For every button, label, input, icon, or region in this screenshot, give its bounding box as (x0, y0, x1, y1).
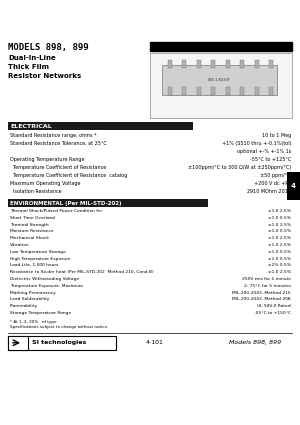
Text: Load Life, 1,000 hours: Load Life, 1,000 hours (10, 264, 58, 267)
Text: ENVIRONMENTAL (Per MIL-STD-202): ENVIRONMENTAL (Per MIL-STD-202) (10, 201, 122, 206)
Text: ±1.0 0.5%: ±1.0 0.5% (268, 216, 291, 220)
Bar (8, 122, 193, 130)
Text: ±100ppm/°C to 300 Ω/W at ±250ppm/°C): ±100ppm/°C to 300 Ω/W at ±250ppm/°C) (188, 165, 291, 170)
Text: ±1.0 0.5%: ±1.0 0.5% (268, 257, 291, 261)
Text: 250V rms for 1 minute: 250V rms for 1 minute (242, 277, 291, 281)
Bar (197, 60, 201, 68)
Text: 2: 75°C for 5 minutes: 2: 75°C for 5 minutes (244, 284, 291, 288)
Bar (269, 60, 273, 68)
Bar (269, 87, 273, 95)
Text: Dual-In-Line: Dual-In-Line (8, 55, 56, 61)
Text: ±1.0 2.5%: ±1.0 2.5% (268, 209, 291, 213)
Bar (226, 60, 230, 68)
Text: Temperature Exposure, Maximum: Temperature Exposure, Maximum (10, 284, 83, 288)
Text: ±1.0 2.5%: ±1.0 2.5% (268, 270, 291, 274)
Text: ±1.0 2.5%: ±1.0 2.5% (268, 243, 291, 247)
Text: Operating Temperature Range: Operating Temperature Range (10, 157, 85, 162)
Bar (162, 65, 277, 95)
Text: Maximum Operating Voltage: Maximum Operating Voltage (10, 181, 80, 186)
Bar (8, 336, 28, 350)
Text: Marking Permanency: Marking Permanency (10, 291, 56, 295)
Text: -55°C to +150°C: -55°C to +150°C (254, 311, 291, 315)
Text: ±1.0 2.5%: ±1.0 2.5% (268, 236, 291, 240)
Bar (8, 336, 116, 350)
Text: * At 1, 2, 20%   of type: * At 1, 2, 20% of type (10, 320, 56, 324)
Text: UL 94V-0 Rated: UL 94V-0 Rated (257, 304, 291, 308)
Text: Thick Film: Thick Film (8, 64, 49, 70)
Text: ±1.0 0.5%: ±1.0 0.5% (268, 230, 291, 233)
Text: Standard Resistance Tolerance, at 25°C: Standard Resistance Tolerance, at 25°C (10, 141, 107, 146)
Bar (182, 87, 186, 95)
Text: ±50 ppm/°C: ±50 ppm/°C (260, 173, 291, 178)
Bar (150, 53, 292, 118)
Bar (255, 60, 259, 68)
Bar (8, 199, 208, 207)
Text: Storage Temperature Range: Storage Temperature Range (10, 311, 71, 315)
Text: -55°C to +125°C: -55°C to +125°C (250, 157, 291, 162)
Bar (240, 87, 244, 95)
Text: Moisture Resistance: Moisture Resistance (10, 230, 54, 233)
Bar (240, 60, 244, 68)
Text: Flammability: Flammability (10, 304, 38, 308)
Text: Lead Solderability: Lead Solderability (10, 298, 50, 301)
Bar (211, 60, 215, 68)
Text: ±1.0 0.5%: ±1.0 0.5% (268, 250, 291, 254)
Text: +1% (S510 thru +-0.1%(tol): +1% (S510 thru +-0.1%(tol) (221, 141, 291, 146)
Bar (168, 60, 172, 68)
Text: Resistance to So.der heat (Per MIL-STD-202  Method 210, Cond B): Resistance to So.der heat (Per MIL-STD-2… (10, 270, 154, 274)
Text: Terminal Strength: Terminal Strength (10, 223, 49, 227)
Bar (182, 60, 186, 68)
Text: Vibration: Vibration (10, 243, 30, 247)
Text: 2910 MOhm 2012: 2910 MOhm 2012 (247, 189, 291, 194)
Text: SI technologies: SI technologies (32, 340, 86, 345)
Text: Models 898, 899: Models 898, 899 (229, 340, 281, 345)
Bar (226, 87, 230, 95)
Text: Specifications subject to change without notice.: Specifications subject to change without… (10, 325, 108, 329)
Text: ±2% 0.5%: ±2% 0.5% (268, 264, 291, 267)
Text: Resistor Networks: Resistor Networks (8, 73, 81, 79)
Text: Dielectric Withstanding Voltage: Dielectric Withstanding Voltage (10, 277, 79, 281)
Text: Low Temperature Storage: Low Temperature Storage (10, 250, 66, 254)
Text: Short Time Overload: Short Time Overload (10, 216, 55, 220)
Bar (197, 87, 201, 95)
Text: 898-1-R220F: 898-1-R220F (208, 78, 231, 82)
Text: Temperature Coefficient of Resistance  catalog: Temperature Coefficient of Resistance ca… (10, 173, 128, 178)
Bar (150, 42, 292, 51)
Text: MIL-200-2043, Method 215: MIL-200-2043, Method 215 (232, 291, 291, 295)
Bar (211, 87, 215, 95)
Text: Temperature Coefficient of Resistance: Temperature Coefficient of Resistance (10, 165, 106, 170)
Bar (255, 87, 259, 95)
Text: Isolation Resistance: Isolation Resistance (10, 189, 61, 194)
Text: Mechanical Shock: Mechanical Shock (10, 236, 49, 240)
Text: Thermal Shock/Pulsed Power Condition for: Thermal Shock/Pulsed Power Condition for (10, 209, 102, 213)
Bar (168, 87, 172, 95)
Text: ELECTRICAL: ELECTRICAL (10, 124, 52, 128)
Text: 4-101: 4-101 (146, 340, 164, 345)
Text: 10 to 1 Meg: 10 to 1 Meg (262, 133, 291, 138)
Text: Standard Resistance range, ohms *: Standard Resistance range, ohms * (10, 133, 97, 138)
Text: ±1.0 2.5%: ±1.0 2.5% (268, 223, 291, 227)
Text: +200 V dc +PP: +200 V dc +PP (254, 181, 291, 186)
Bar (287, 172, 300, 200)
Text: High Temperature Exposure: High Temperature Exposure (10, 257, 70, 261)
Text: MODELS 898, 899: MODELS 898, 899 (8, 42, 88, 51)
Text: MIL-200-2043, Method 208: MIL-200-2043, Method 208 (232, 298, 291, 301)
Text: optional +-% +-1% 1s: optional +-% +-1% 1s (237, 149, 291, 154)
Text: 4: 4 (291, 183, 296, 189)
